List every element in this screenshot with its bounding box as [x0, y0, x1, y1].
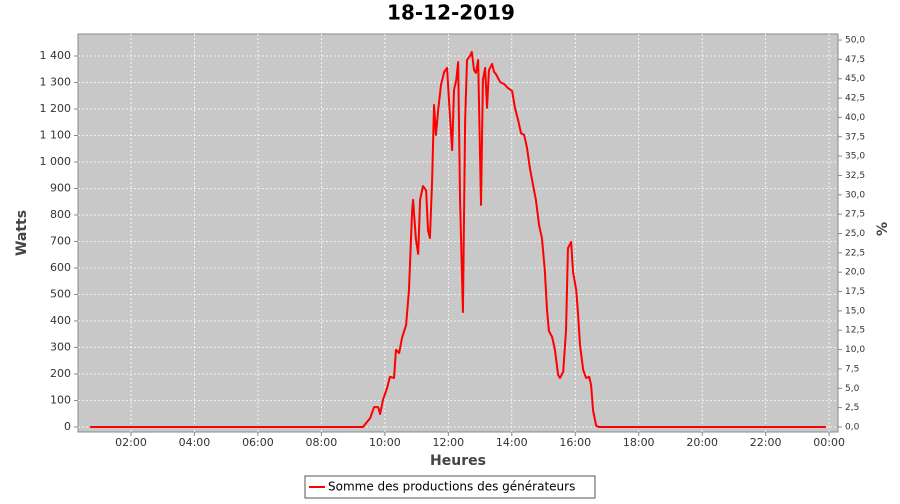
- y2-tick-label: 47,5: [845, 55, 865, 65]
- y2-tick-label: 30,0: [845, 190, 865, 200]
- y-tick-label: 800: [50, 208, 71, 221]
- y-tick-label: 400: [50, 314, 71, 327]
- y-tick-label: 600: [50, 261, 71, 274]
- x-tick-label: 00:00: [813, 436, 845, 449]
- y2-axis-label: %: [875, 222, 891, 236]
- y2-tick-label: 45,0: [845, 74, 865, 84]
- y2-tick-label: 40,0: [845, 113, 865, 123]
- x-tick-label: 12:00: [432, 436, 464, 449]
- y2-tick-label: 20,0: [845, 268, 865, 278]
- x-tick-label: 02:00: [115, 436, 147, 449]
- x-tick-label: 16:00: [559, 436, 591, 449]
- y-axis-label: Watts: [14, 210, 30, 256]
- y2-tick-label: 2,5: [845, 403, 859, 413]
- chart-title: 18-12-2019: [387, 1, 515, 25]
- y2-tick-label: 22,5: [845, 248, 865, 258]
- y-tick-label: 700: [50, 234, 71, 247]
- y2-tick-label: 32,5: [845, 171, 865, 181]
- x-tick-label: 06:00: [242, 436, 274, 449]
- y-tick-label: 300: [50, 340, 71, 353]
- y2-tick-label: 37,5: [845, 132, 865, 142]
- y2-tick-label: 25,0: [845, 229, 865, 239]
- x-tick-label: 18:00: [623, 436, 655, 449]
- x-tick-label: 22:00: [750, 436, 782, 449]
- y-tick-label: 1 100: [40, 128, 72, 141]
- y2-tick-label: 35,0: [845, 152, 865, 162]
- y-tick-label: 1 300: [40, 75, 72, 88]
- x-tick-label: 20:00: [686, 436, 718, 449]
- x-tick-label: 14:00: [496, 436, 528, 449]
- legend-label: Somme des productions des générateurs: [328, 480, 575, 494]
- y2-tick-label: 12,5: [845, 326, 865, 336]
- y-tick-label: 0: [64, 420, 71, 433]
- y-tick-label: 500: [50, 287, 71, 300]
- y-tick-label: 200: [50, 367, 71, 380]
- y2-tick-label: 5,0: [845, 384, 860, 394]
- y2-tick-label: 10,0: [845, 345, 865, 355]
- y-tick-label: 900: [50, 181, 71, 194]
- y2-tick-label: 0,0: [845, 422, 860, 432]
- legend: [304, 475, 596, 499]
- y2-tick-label: 17,5: [845, 287, 865, 297]
- y2-tick-label: 50,0: [845, 36, 865, 46]
- y2-tick-label: 15,0: [845, 306, 865, 316]
- x-axis-label: Heures: [430, 453, 486, 469]
- x-tick-label: 08:00: [306, 436, 338, 449]
- y-tick-label: 1 400: [40, 49, 72, 62]
- y2-tick-label: 7,5: [845, 364, 859, 374]
- y2-tick-label: 27,5: [845, 210, 865, 220]
- y-tick-label: 1 000: [40, 155, 72, 168]
- y-tick-label: 100: [50, 393, 71, 406]
- y-tick-label: 1 200: [40, 102, 72, 115]
- y2-tick-label: 42,5: [845, 94, 865, 104]
- x-tick-label: 10:00: [369, 436, 401, 449]
- x-tick-label: 04:00: [179, 436, 211, 449]
- data-line: [90, 51, 826, 428]
